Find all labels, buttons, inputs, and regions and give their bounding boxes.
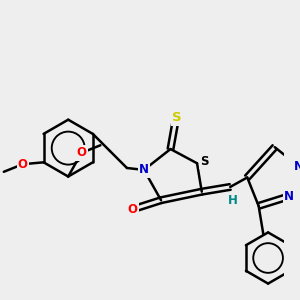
Text: N: N: [284, 190, 294, 203]
Text: O: O: [18, 158, 28, 171]
Text: N: N: [139, 164, 149, 176]
Text: O: O: [76, 146, 86, 159]
Text: O: O: [128, 203, 138, 216]
Text: S: S: [200, 155, 209, 168]
Text: S: S: [172, 111, 182, 124]
Text: H: H: [228, 194, 238, 207]
Text: N: N: [293, 160, 300, 172]
